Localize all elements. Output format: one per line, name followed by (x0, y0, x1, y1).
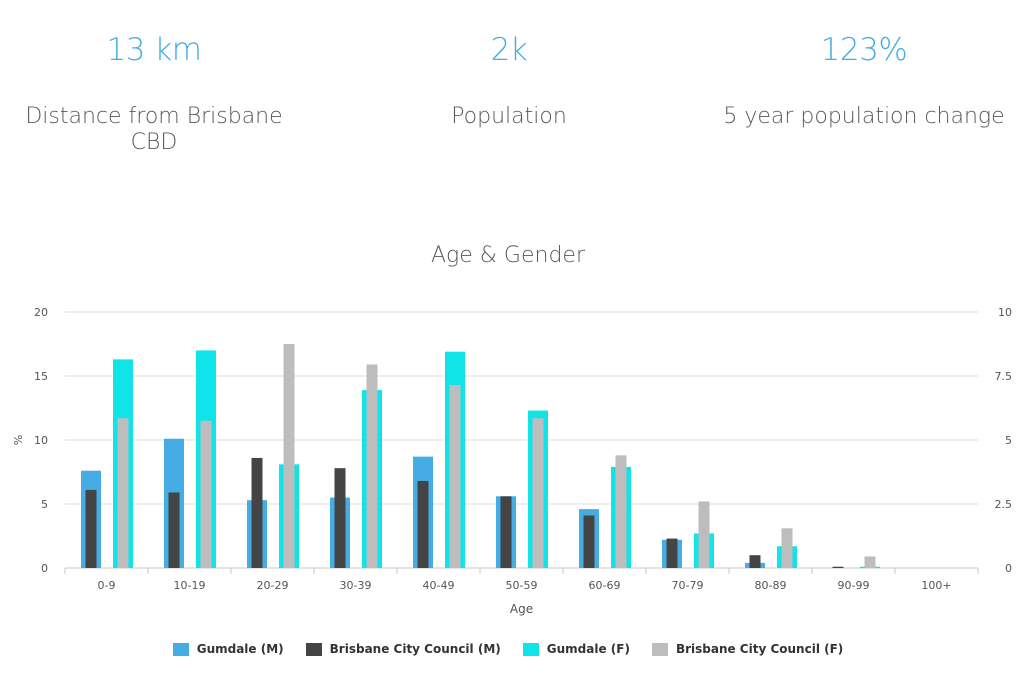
stat-population: 2k Population (359, 28, 659, 130)
x-tick-label: 0-9 (98, 579, 116, 592)
legend-swatch (651, 642, 668, 656)
chart-legend: Gumdale (M) Brisbane City Council (M) Gumd… (0, 642, 1016, 656)
bar (334, 468, 346, 568)
bar (251, 457, 263, 568)
y2-tick-label: 2.5 (995, 498, 1013, 511)
stat-label: Distance from Brisbane CBD (25, 104, 283, 155)
bar (532, 418, 544, 568)
y-tick-label: 0 (41, 562, 48, 575)
legend-item[interactable]: Brisbane City Council (M) (305, 642, 501, 656)
stat-value: 123% (820, 32, 908, 68)
legend-label: Gumdale (M) (196, 642, 284, 656)
age-gender-chart: 0 0 5 2.5 10 5 15 7.5 20 10% 0-9 10-19 20-29 30-39 40-… (12, 306, 1013, 616)
x-tick-label: 30-39 (340, 579, 372, 592)
x-tick-label: 10-19 (174, 579, 206, 592)
y-tick-label: 20 (34, 306, 48, 319)
chart-title: Age & Gender (431, 243, 585, 268)
bar (864, 556, 876, 568)
x-axis-label: Age (510, 602, 533, 616)
legend-item[interactable]: Brisbane City Council (F) (651, 642, 844, 656)
bar (417, 480, 429, 568)
legend-label: Brisbane City Council (M) (329, 642, 501, 656)
y-tick-label: 10 (34, 434, 48, 447)
stat-label: Population (451, 104, 567, 129)
stat-value: 13 km (106, 32, 202, 68)
stat-value: 2k (490, 32, 528, 68)
x-tick-label: 50-59 (506, 579, 538, 592)
y-tick-label: 15 (34, 370, 48, 383)
bar (615, 455, 627, 568)
y-axis-label: % (12, 435, 25, 445)
legend-item[interactable]: Gumdale (F) (522, 642, 630, 656)
x-tick-label: 60-69 (589, 579, 621, 592)
x-tick-label: 80-89 (755, 579, 787, 592)
bar (583, 515, 595, 568)
legend-swatch (305, 642, 322, 656)
bar (749, 555, 761, 568)
x-tick-label: 40-49 (423, 579, 455, 592)
bar (449, 384, 461, 568)
x-tick-label: 100+ (921, 579, 951, 592)
bar (117, 418, 129, 568)
bar (283, 344, 295, 568)
bar (200, 420, 212, 568)
legend-swatch (172, 642, 189, 656)
y2-tick-label: 7.5 (995, 370, 1013, 383)
bar (832, 566, 844, 568)
bar (366, 364, 378, 568)
legend-label: Gumdale (F) (546, 642, 630, 656)
x-tick-label: 20-29 (257, 579, 289, 592)
x-tick-label: 90-99 (838, 579, 870, 592)
y2-tick-label: 0 (1005, 562, 1012, 575)
stat-population-change: 123% 5 year population change (714, 28, 1014, 130)
bar (85, 489, 97, 568)
y2-tick-label: 5 (1005, 434, 1012, 447)
y2-tick-label: 10 (998, 306, 1012, 319)
legend-label: Brisbane City Council (F) (675, 642, 844, 656)
bar (781, 528, 793, 568)
legend-swatch (522, 642, 539, 656)
legend-item[interactable]: Gumdale (M) (172, 642, 284, 656)
bar (666, 538, 678, 568)
y-tick-label: 5 (41, 498, 48, 511)
bar (168, 492, 180, 568)
bar (500, 496, 512, 568)
x-tick-label: 70-79 (672, 579, 704, 592)
stat-label: 5 year population change (723, 104, 1005, 129)
bar (698, 501, 710, 568)
stat-distance: 13 km Distance from Brisbane CBD (4, 28, 304, 156)
